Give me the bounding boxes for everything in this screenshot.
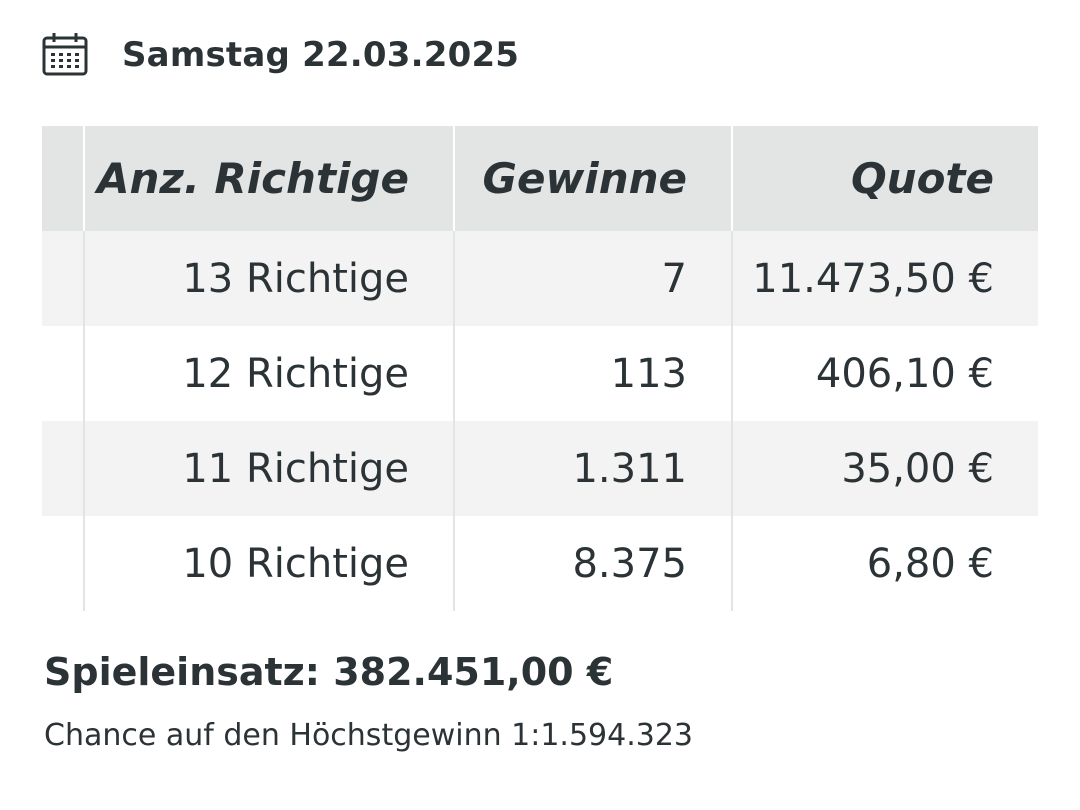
table-row: 13 Richtige 7 11.473,50 € <box>42 231 1038 326</box>
cell-richtige: 12 Richtige <box>83 326 454 421</box>
column-header-gewinne: Gewinne <box>453 126 732 231</box>
cell-gewinne: 8.375 <box>453 516 732 611</box>
calendar-icon <box>42 32 88 78</box>
cell-quote: 406,10 € <box>731 326 1038 421</box>
row-spacer <box>42 421 84 516</box>
cell-richtige: 13 Richtige <box>83 231 454 326</box>
stake-total: Spieleinsatz: 382.451,00 € <box>44 650 614 694</box>
table-row: 12 Richtige 113 406,10 € <box>42 326 1038 421</box>
cell-richtige: 10 Richtige <box>83 516 454 611</box>
results-table: Anz. Richtige Gewinne Quote 13 Richtige … <box>42 126 1038 611</box>
table-row: 10 Richtige 8.375 6,80 € <box>42 516 1038 611</box>
jackpot-chance: Chance auf den Höchstgewinn 1:1.594.323 <box>44 718 694 753</box>
cell-quote: 11.473,50 € <box>731 231 1038 326</box>
row-spacer <box>42 231 84 326</box>
row-spacer <box>42 516 84 611</box>
row-spacer <box>42 326 84 421</box>
cell-richtige: 11 Richtige <box>83 421 454 516</box>
column-header-richtige: Anz. Richtige <box>83 126 454 231</box>
cell-gewinne: 113 <box>453 326 732 421</box>
cell-gewinne: 1.311 <box>453 421 732 516</box>
cell-gewinne: 7 <box>453 231 732 326</box>
table-header-row: Anz. Richtige Gewinne Quote <box>42 126 1038 231</box>
draw-date: Samstag 22.03.2025 <box>122 35 520 75</box>
draw-date-header: Samstag 22.03.2025 <box>42 30 519 80</box>
table-header-spacer <box>42 126 84 231</box>
cell-quote: 6,80 € <box>731 516 1038 611</box>
column-header-quote: Quote <box>731 126 1038 231</box>
table-row: 11 Richtige 1.311 35,00 € <box>42 421 1038 516</box>
cell-quote: 35,00 € <box>731 421 1038 516</box>
